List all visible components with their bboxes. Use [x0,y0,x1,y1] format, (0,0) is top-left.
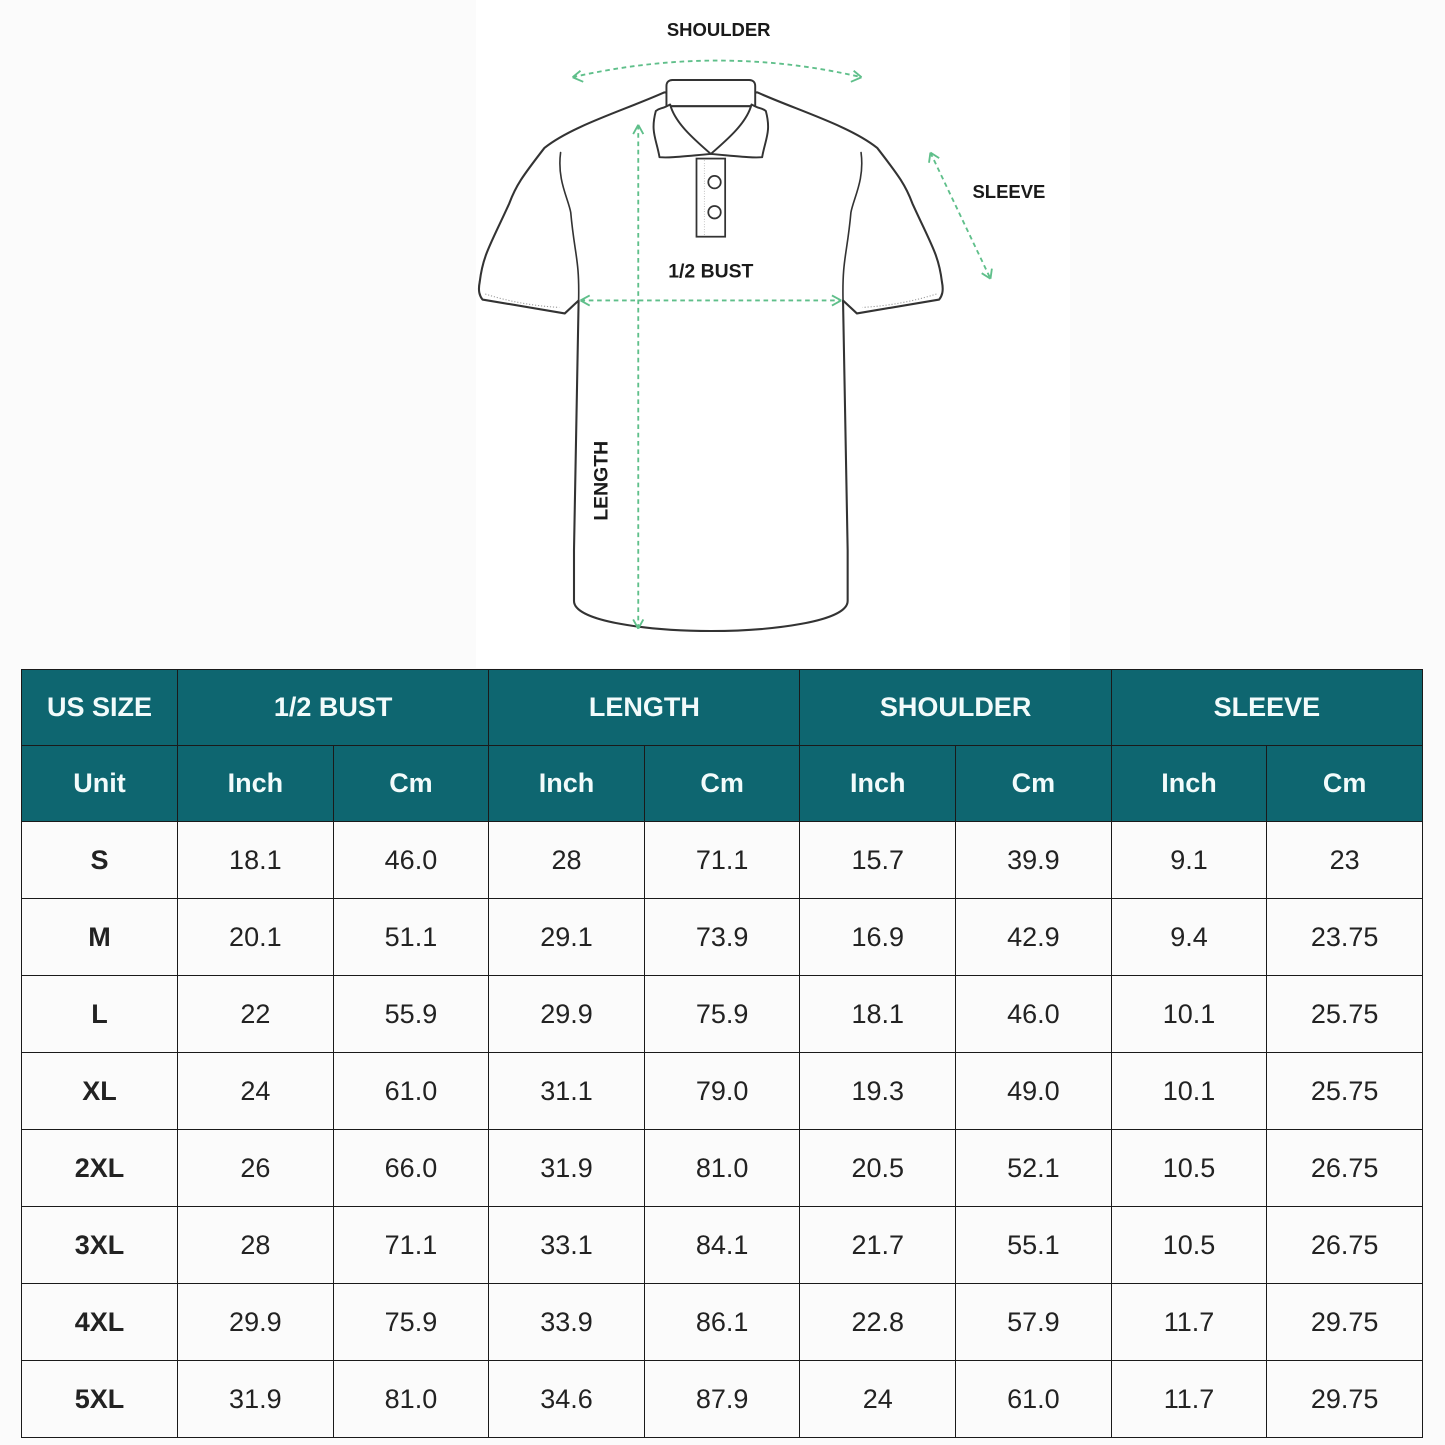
svg-text:1/2 BUST: 1/2 BUST [668,260,753,282]
svg-text:SHOULDER: SHOULDER [667,19,771,40]
svg-text:SLEEVE: SLEEVE [972,181,1045,202]
svg-text:LENGTH: LENGTH [590,441,612,521]
